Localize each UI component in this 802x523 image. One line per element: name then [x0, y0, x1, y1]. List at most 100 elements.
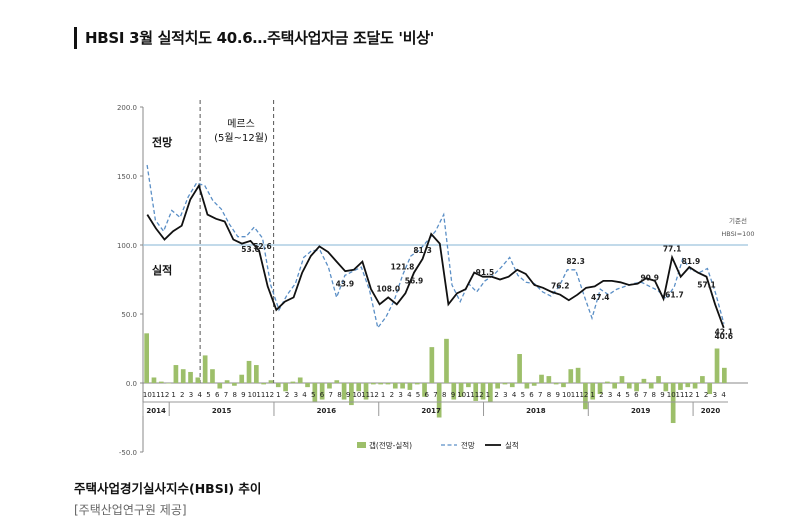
gap-bar [539, 374, 544, 383]
gap-bar [561, 383, 566, 388]
gap-bar [246, 360, 252, 383]
gap-bar [656, 376, 661, 383]
x-tick-label: 7 [433, 391, 437, 399]
year-label: 2015 [212, 407, 232, 415]
x-tick-label: 7 [224, 391, 228, 399]
x-tick-label: 9 [241, 391, 245, 399]
data-label: 42.1 [715, 328, 734, 337]
gap-bar [371, 383, 376, 385]
gap-bar [239, 374, 245, 383]
chart-source: [주택산업연구원 제공] [74, 503, 187, 517]
x-tick-label: 11 [256, 391, 265, 399]
mers-period-annotation: (5월~12월) [214, 132, 268, 144]
x-tick-label: 4 [721, 391, 726, 399]
gap-bar [634, 383, 639, 392]
x-tick-label: 1 [171, 391, 175, 399]
data-label: 90.9 [640, 273, 659, 282]
gap-bar [422, 383, 427, 397]
gap-bar [319, 383, 325, 400]
data-label: 77.1 [663, 244, 682, 253]
data-label: 108.0 [376, 284, 400, 293]
x-tick-label: 3 [503, 391, 507, 399]
data-label: 91.5 [476, 268, 495, 277]
gap-bar [451, 383, 457, 400]
x-tick-label: 12 [684, 391, 693, 399]
data-label: 82.3 [566, 257, 585, 266]
gap-bar [202, 355, 208, 383]
gap-bar [144, 333, 149, 383]
x-tick-label: 10 [667, 391, 676, 399]
gap-bar [268, 380, 274, 383]
x-tick-label: 2 [704, 391, 708, 399]
x-tick-label: 4 [512, 391, 517, 399]
actual-annotation: 실적 [152, 263, 172, 277]
x-tick-label: 3 [189, 391, 193, 399]
x-tick-label: 5 [416, 391, 420, 399]
mers-annotation: 메르스 [227, 118, 255, 130]
legend-gap-label: 갭(전망-실적) [369, 440, 412, 450]
gap-bar [217, 383, 223, 389]
data-label: 57.1 [697, 281, 716, 290]
baseline-value-label: HBSI=100 [721, 230, 754, 238]
gap-bar [502, 383, 508, 385]
gap-bar [626, 383, 632, 389]
x-tick-label: 9 [556, 391, 560, 399]
x-tick-label: 12 [370, 391, 379, 399]
gap-bar [568, 369, 574, 383]
headline: HBSI 3월 실적치도 40.6…주택사업자금 조달도 '비상' [74, 27, 434, 49]
x-tick-label: 8 [547, 391, 551, 399]
chart-caption: 주택사업경기실사지수(HBSI) 추이 [74, 481, 262, 496]
data-label: 56.9 [405, 277, 424, 286]
year-label: 2019 [631, 407, 651, 415]
gap-bar [612, 383, 617, 389]
gap-bar [517, 354, 522, 383]
gap-bar [188, 371, 193, 383]
gap-bar [297, 377, 303, 383]
x-tick-label: 4 [407, 391, 412, 399]
gap-bar [378, 383, 383, 385]
gap-bar [151, 377, 157, 383]
x-tick-label: 7 [538, 391, 542, 399]
x-tick-label: 12 [579, 391, 588, 399]
outlook-line [146, 164, 725, 330]
gap-bar [224, 380, 230, 383]
x-tick-label: 2 [599, 391, 603, 399]
x-tick-label: 10 [248, 391, 257, 399]
year-label: 2014 [146, 407, 166, 415]
x-tick-label: 1 [486, 391, 490, 399]
x-tick-label: 3 [713, 391, 717, 399]
gap-bar [692, 383, 698, 389]
gap-bar [312, 383, 318, 403]
y-tick-label: 200.0 [117, 104, 137, 112]
gap-bar [648, 383, 654, 389]
gap-bar [605, 381, 610, 383]
x-tick-label: 11 [676, 391, 685, 399]
gap-bar [531, 383, 537, 386]
gap-bar [429, 347, 435, 383]
gap-bar [619, 376, 625, 383]
x-tick-label: 7 [643, 391, 647, 399]
gap-bar [407, 383, 413, 390]
year-label: 2018 [526, 407, 546, 415]
x-tick-label: 1 [381, 391, 385, 399]
data-label: 61.7 [665, 290, 684, 299]
gap-bar [444, 338, 449, 383]
x-tick-label: 11 [571, 391, 580, 399]
gap-bar [261, 383, 266, 385]
gap-bar [232, 383, 237, 386]
gap-bar [305, 383, 310, 388]
data-label: 40.6 [714, 332, 733, 341]
gap-bar [414, 383, 420, 385]
gap-bar [722, 367, 727, 383]
gap-bar [283, 383, 288, 392]
x-tick-label: 12 [160, 391, 169, 399]
outlook-annotation: 전망 [152, 135, 172, 149]
x-tick-label: 3 [398, 391, 402, 399]
x-tick-label: 10 [457, 391, 466, 399]
legend-outlook-label: 전망 [461, 440, 475, 450]
gap-bar [349, 383, 354, 406]
gap-bar [275, 383, 281, 388]
gap-bar [670, 383, 676, 424]
x-tick-label: 5 [206, 391, 210, 399]
gap-bar [641, 378, 647, 383]
